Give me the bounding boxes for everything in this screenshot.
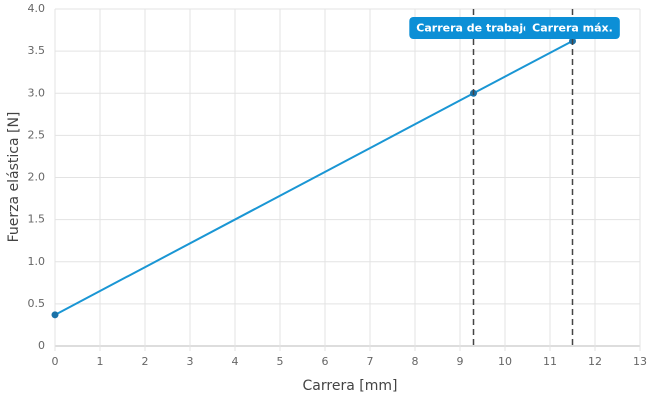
x-tick-label: 11 (543, 355, 557, 368)
marker-label: Carrera de trabajo (409, 17, 538, 39)
x-tick-label: 10 (498, 355, 512, 368)
marker-label-box (525, 17, 620, 39)
point (51, 311, 59, 319)
y-tick-label: 2.5 (28, 128, 46, 141)
x-tick-label: 12 (588, 355, 602, 368)
x-tick-label: 3 (187, 355, 194, 368)
marker-label-box (409, 17, 538, 39)
y-tick-label: 1.5 (28, 213, 46, 226)
x-tick-label: 5 (277, 355, 284, 368)
marker-label-text: Carrera de trabajo (416, 22, 531, 35)
x-tick-label: 2 (142, 355, 149, 368)
y-tick-label: 2.0 (28, 171, 46, 184)
x-tick-label: 13 (633, 355, 647, 368)
x-tick-label: 0 (52, 355, 59, 368)
x-tick-label: 6 (322, 355, 329, 368)
y-axis-label: Fuerza elástica [N] (6, 112, 22, 243)
marker-label: Carrera máx. (525, 17, 620, 39)
y-tick-label: 4.0 (28, 2, 46, 15)
x-tick-label: 9 (457, 355, 464, 368)
marker-label-text: Carrera máx. (532, 22, 613, 35)
x-tick-label: 1 (97, 355, 104, 368)
y-tick-label: 3.0 (28, 86, 46, 99)
y-tick-label: 3.5 (28, 44, 46, 57)
x-tick-label: 7 (367, 355, 374, 368)
x-tick-label: 8 (412, 355, 419, 368)
x-axis-label: Carrera [mm] (303, 378, 398, 394)
y-tick-label: 1.0 (28, 255, 46, 268)
y-tick-label: 0 (38, 339, 45, 352)
x-tick-label: 4 (232, 355, 239, 368)
y-tick-label: 0.5 (28, 297, 46, 310)
